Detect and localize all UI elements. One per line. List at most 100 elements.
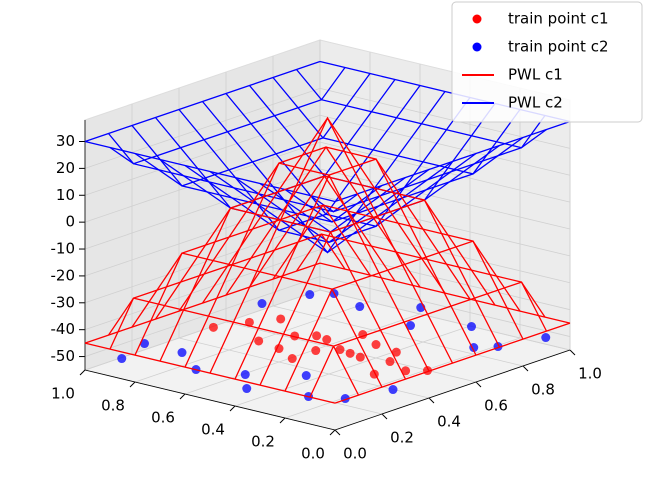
scatter-point <box>254 336 264 346</box>
x-tick-label: 0.6 <box>484 397 508 415</box>
scatter-point <box>117 354 127 364</box>
z-tick-label: 30 <box>56 132 75 150</box>
scatter-point <box>240 370 250 380</box>
z-tick-label: 0 <box>65 213 75 231</box>
axis-line <box>334 349 571 431</box>
wireframe-line <box>272 77 524 175</box>
legend-marker <box>472 14 482 24</box>
tick-mark <box>279 417 286 424</box>
x-tick-label: 0.0 <box>343 445 367 463</box>
legend-label: PWL c1 <box>508 66 563 84</box>
scatter-point <box>312 331 322 341</box>
wireframe-line <box>134 204 371 356</box>
wireframe-line <box>201 101 453 254</box>
wireframe-line <box>134 73 371 187</box>
grid-line <box>234 325 471 407</box>
scatter-point <box>274 344 284 354</box>
grid-line <box>272 305 524 367</box>
tick-mark <box>569 349 576 356</box>
scatter-point <box>140 339 149 349</box>
wireframe-line <box>225 146 477 356</box>
x-tick-label: 0.2 <box>390 429 414 447</box>
scatter-point <box>287 354 297 364</box>
grid-line <box>84 141 321 223</box>
wireframe-line <box>109 67 346 165</box>
z-tick-label: -10 <box>51 240 76 258</box>
y-tick-label: 1.0 <box>51 385 75 403</box>
tick-mark <box>522 365 529 372</box>
tick-mark <box>475 381 482 388</box>
y-tick-label: 0.0 <box>301 445 325 463</box>
scatter-point <box>371 340 381 350</box>
scatter-point <box>311 346 321 356</box>
wireframe-line <box>84 60 321 143</box>
legend-box <box>451 1 643 123</box>
y-tick-label: 0.4 <box>201 421 225 439</box>
grid-line <box>319 276 571 337</box>
grid-line <box>178 337 430 399</box>
grid-line <box>84 249 321 331</box>
wireframe-line <box>184 146 421 368</box>
z-tick-label: -30 <box>51 293 76 311</box>
scatter-point <box>242 384 252 394</box>
x-tick-label: 0.4 <box>437 413 461 431</box>
legend-marker <box>472 42 482 52</box>
scatter-point <box>208 322 218 332</box>
tick-mark <box>79 369 86 376</box>
tick-mark <box>428 397 435 404</box>
x-tick-label: 1.0 <box>578 365 602 383</box>
scatter-point <box>290 331 300 341</box>
legend-label: PWL c2 <box>508 94 563 112</box>
legend-label: train point c2 <box>508 38 609 56</box>
axis-line <box>84 369 336 431</box>
tick-mark <box>129 381 136 388</box>
grid-line <box>284 337 521 419</box>
z-tick-label: -50 <box>51 347 76 365</box>
wireframe-line <box>295 69 547 149</box>
scatter-point <box>305 290 315 300</box>
tick-mark <box>179 393 186 400</box>
grid-line <box>319 289 571 351</box>
scatter-point <box>401 366 411 376</box>
wireframe-line <box>272 204 524 340</box>
scatter-point <box>244 317 254 327</box>
wireframe-line <box>201 116 454 364</box>
scatter-point <box>322 335 332 345</box>
wireframe-line <box>225 93 477 227</box>
legend-label: train point c1 <box>508 10 609 28</box>
tick-mark <box>334 429 341 436</box>
grid-line <box>319 249 571 311</box>
tick-mark <box>329 429 336 436</box>
grid-line <box>319 168 571 230</box>
wireframe-line <box>295 233 548 332</box>
x-tick-label: 0.8 <box>531 381 555 399</box>
wireframe-line <box>109 233 346 350</box>
scatter-point <box>406 321 415 331</box>
wireframe-line <box>319 262 571 324</box>
legend: train point c1 train point c2 PWL c1 PWL c2 <box>451 1 643 123</box>
y-tick-label: 0.2 <box>251 433 275 451</box>
scatter-point <box>177 348 187 358</box>
wireframe-line <box>184 85 421 232</box>
grid-line <box>84 114 321 196</box>
grid-line <box>84 88 321 169</box>
wireframe-line <box>248 175 501 348</box>
y-tick-label: 0.6 <box>151 409 175 427</box>
scatter-point <box>257 299 267 309</box>
grid-line <box>84 276 321 357</box>
scatter-point <box>391 347 401 357</box>
z-tick-label: 20 <box>56 159 75 177</box>
grid-line <box>319 222 571 284</box>
tick-mark <box>381 413 388 420</box>
grid-line <box>84 222 321 304</box>
scatter-point <box>388 385 398 395</box>
scatter-point <box>301 371 311 381</box>
scatter-point <box>355 302 365 312</box>
scatter-point <box>355 352 365 362</box>
scatter-point <box>467 322 476 332</box>
y-tick-label: 0.8 <box>101 397 125 415</box>
z-tick-label: -40 <box>51 320 76 338</box>
scatter-point <box>385 357 395 367</box>
scatter-point <box>345 348 355 358</box>
